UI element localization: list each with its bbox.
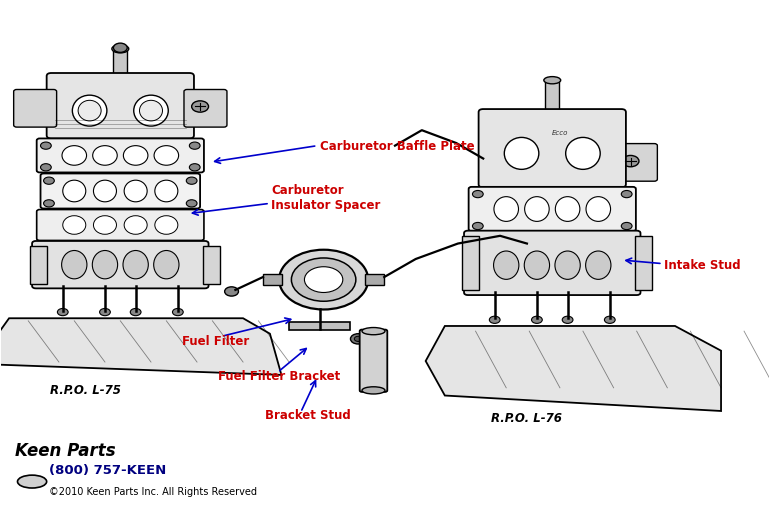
Circle shape [186, 200, 197, 207]
Circle shape [350, 334, 366, 344]
Text: ©2010 Keen Parts Inc. All Rights Reserved: ©2010 Keen Parts Inc. All Rights Reserve… [49, 487, 257, 497]
FancyBboxPatch shape [41, 174, 200, 209]
FancyBboxPatch shape [469, 187, 636, 231]
Ellipse shape [586, 251, 611, 279]
Text: Fuel Filter Bracket: Fuel Filter Bracket [218, 370, 340, 383]
Ellipse shape [362, 327, 385, 335]
Circle shape [562, 316, 573, 323]
Circle shape [58, 308, 68, 315]
Circle shape [172, 308, 183, 315]
Circle shape [622, 155, 639, 167]
Ellipse shape [524, 197, 549, 221]
Ellipse shape [524, 251, 550, 279]
Bar [462, 236, 479, 290]
Text: Fuel Filter: Fuel Filter [182, 335, 249, 348]
Ellipse shape [555, 197, 580, 221]
Circle shape [192, 101, 209, 112]
Text: Carburetor
Insulator Spacer: Carburetor Insulator Spacer [272, 184, 381, 212]
Ellipse shape [78, 100, 101, 121]
Text: Bracket Stud: Bracket Stud [265, 409, 350, 422]
Ellipse shape [123, 251, 149, 279]
Ellipse shape [494, 251, 519, 279]
Ellipse shape [555, 251, 581, 279]
Polygon shape [0, 318, 281, 375]
Text: Intake Stud: Intake Stud [664, 258, 740, 271]
Circle shape [490, 316, 500, 323]
Circle shape [225, 287, 239, 296]
Circle shape [279, 250, 368, 309]
Circle shape [44, 200, 55, 207]
Ellipse shape [362, 387, 385, 394]
Circle shape [130, 308, 141, 315]
Ellipse shape [155, 215, 178, 234]
Circle shape [473, 222, 484, 229]
Ellipse shape [504, 137, 539, 169]
Circle shape [621, 222, 632, 229]
Ellipse shape [544, 77, 561, 84]
Ellipse shape [124, 180, 147, 202]
Ellipse shape [494, 197, 518, 221]
Ellipse shape [93, 180, 116, 202]
Circle shape [99, 308, 110, 315]
Ellipse shape [154, 146, 179, 165]
Bar [203, 246, 220, 284]
Circle shape [304, 267, 343, 293]
Circle shape [354, 336, 362, 341]
Bar [635, 236, 652, 290]
Text: (800) 757-KEEN: (800) 757-KEEN [49, 464, 166, 478]
Ellipse shape [93, 215, 116, 234]
FancyBboxPatch shape [360, 329, 387, 392]
Ellipse shape [123, 146, 148, 165]
Text: R.P.O. L-75: R.P.O. L-75 [50, 384, 121, 397]
Circle shape [186, 177, 197, 184]
Ellipse shape [63, 180, 85, 202]
Ellipse shape [154, 251, 179, 279]
Bar [289, 322, 350, 329]
Text: Keen Parts: Keen Parts [15, 442, 116, 460]
FancyBboxPatch shape [184, 90, 227, 127]
Text: Ecco: Ecco [552, 131, 568, 136]
Circle shape [41, 164, 52, 171]
Circle shape [531, 316, 542, 323]
Ellipse shape [92, 251, 118, 279]
FancyBboxPatch shape [37, 138, 204, 172]
Bar [365, 275, 384, 285]
Circle shape [189, 164, 200, 171]
Ellipse shape [134, 95, 169, 126]
Ellipse shape [566, 137, 600, 169]
Ellipse shape [124, 215, 147, 234]
Ellipse shape [63, 215, 85, 234]
FancyBboxPatch shape [464, 231, 641, 295]
Bar [30, 246, 47, 284]
FancyBboxPatch shape [37, 210, 204, 240]
Circle shape [44, 177, 55, 184]
Ellipse shape [18, 475, 47, 488]
FancyBboxPatch shape [32, 241, 209, 289]
FancyBboxPatch shape [614, 143, 658, 181]
Circle shape [473, 191, 484, 198]
Ellipse shape [62, 146, 86, 165]
Ellipse shape [62, 251, 87, 279]
Ellipse shape [112, 45, 129, 53]
Ellipse shape [72, 95, 107, 126]
Ellipse shape [139, 100, 162, 121]
Polygon shape [426, 326, 721, 411]
Circle shape [291, 258, 356, 301]
Ellipse shape [92, 146, 117, 165]
Bar [113, 50, 127, 75]
Circle shape [41, 142, 52, 149]
Circle shape [113, 43, 127, 52]
Bar [545, 81, 559, 110]
Circle shape [621, 191, 632, 198]
Bar [263, 275, 282, 285]
Text: R.P.O. L-76: R.P.O. L-76 [491, 412, 562, 425]
FancyBboxPatch shape [47, 73, 194, 138]
FancyBboxPatch shape [14, 90, 57, 127]
Circle shape [189, 142, 200, 149]
Circle shape [604, 316, 615, 323]
Ellipse shape [586, 197, 611, 221]
FancyBboxPatch shape [479, 109, 626, 188]
Text: Carburetor Baffle Plate: Carburetor Baffle Plate [320, 140, 474, 153]
Ellipse shape [155, 180, 178, 202]
